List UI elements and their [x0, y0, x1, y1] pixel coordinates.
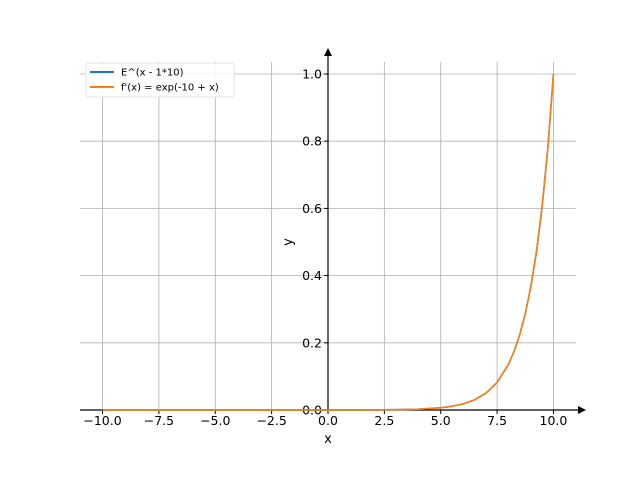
- y-tick-label: 0.6: [302, 201, 322, 216]
- x-tick-label: −10.0: [83, 413, 121, 428]
- y-tick-label: 0.4: [302, 268, 322, 283]
- x-tick-label: 5.0: [431, 413, 451, 428]
- y-axis-arrow: [324, 48, 332, 56]
- x-tick-label: 0.0: [318, 413, 338, 428]
- series: [102, 73, 555, 411]
- x-tick-label: −5.0: [200, 413, 230, 428]
- legend-label-series-0: E^(x - 1*10): [121, 68, 184, 79]
- y-tick-label: 0.2: [302, 335, 322, 350]
- y-axis-label: y: [281, 238, 296, 246]
- series-line-1: [102, 73, 555, 411]
- ticks: −10.0 −7.5 −5.0 −2.5 0.0 2.5 5.0 7.5 10.00.00.20…: [83, 67, 567, 429]
- legend: E^(x - 1*10) f'(x) = exp(-10 + x): [85, 62, 235, 98]
- legend-box: [85, 62, 235, 98]
- x-tick-label: 10.0: [540, 413, 568, 428]
- legend-label-series-1: f'(x) = exp(-10 + x): [121, 83, 219, 94]
- x-tick-label: −7.5: [144, 413, 174, 428]
- x-axis-label: x: [324, 432, 332, 447]
- x-tick-label: 7.5: [487, 413, 507, 428]
- x-axis-arrow: [578, 406, 586, 414]
- y-tick-label: 0.8: [302, 134, 322, 149]
- x-tick-label: 2.5: [374, 413, 394, 428]
- x-tick-label: −2.5: [256, 413, 286, 428]
- y-tick-label: 1.0: [302, 67, 322, 82]
